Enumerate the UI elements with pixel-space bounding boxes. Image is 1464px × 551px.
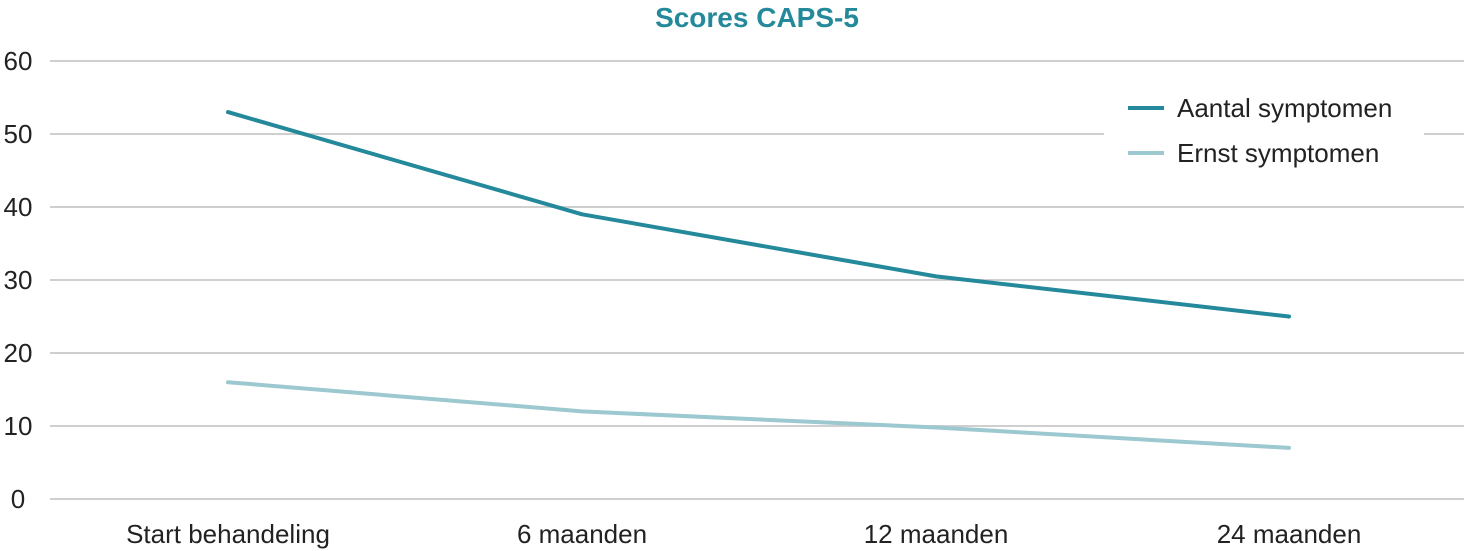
- y-tick-label: 60: [4, 46, 33, 76]
- gridlines: [50, 60, 1464, 500]
- legend-label-ernst: Ernst symptomen: [1177, 138, 1379, 168]
- y-axis-ticks: 60 50 40 30 20 10 0: [4, 46, 33, 514]
- legend: Aantal symptomen Ernst symptomen: [1104, 84, 1424, 180]
- y-tick-label: 10: [4, 411, 33, 441]
- series-line-aantal-symptomen: [226, 110, 1291, 319]
- x-tick-label: 24 maanden: [1217, 519, 1362, 549]
- y-tick-label: 30: [4, 265, 33, 295]
- y-tick-label: 0: [11, 484, 25, 514]
- series-layer: [226, 110, 1291, 450]
- legend-background: [1104, 84, 1424, 180]
- chart-title: Scores CAPS-5: [655, 2, 859, 33]
- y-tick-label: 20: [4, 338, 33, 368]
- x-tick-label: 6 maanden: [517, 519, 647, 549]
- y-tick-label: 40: [4, 192, 33, 222]
- x-tick-label: Start behandeling: [126, 519, 330, 549]
- y-tick-label: 50: [4, 119, 33, 149]
- series-line-ernst-symptomen: [226, 380, 1291, 450]
- x-axis-ticks: Start behandeling 6 maanden 12 maanden 2…: [126, 519, 1361, 549]
- legend-label-aantal: Aantal symptomen: [1177, 93, 1392, 123]
- x-tick-label: 12 maanden: [864, 519, 1009, 549]
